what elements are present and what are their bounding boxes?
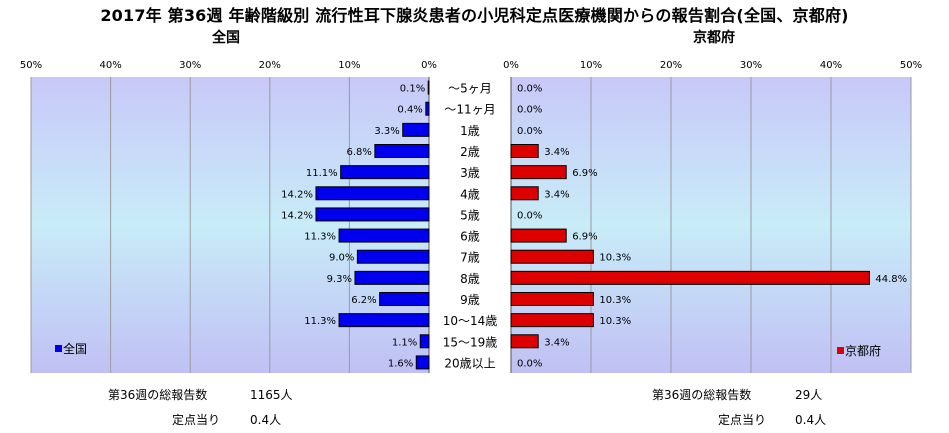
kyoto-value-label: 10.3% [599,316,631,327]
kyoto-value-label: 0.0% [517,210,542,221]
kyoto-bar [510,249,594,264]
national-value-label: 11.3% [304,316,336,327]
category-label: 9歳 [460,293,480,307]
chart-title: 2017年 第36週 年齢階級別 流行性耳下腺炎患者の小児科定点医療機関からの報… [100,6,849,25]
category-label: 4歳 [460,187,480,201]
national-value-label: 9.0% [329,253,354,264]
category-label: 5歳 [460,208,480,222]
national-value-label: 0.4% [397,105,422,116]
kyoto-total-label: 第36週の総報告数 [652,387,751,402]
national-legend-swatch [55,345,62,352]
national-value-label: 6.8% [346,147,371,158]
national-value-label: 9.3% [327,274,352,285]
national-legend-label: 全国 [63,341,87,356]
national-bar [354,270,430,285]
national-value-label: 3.3% [374,126,399,137]
national-total-label: 第36週の総報告数 [108,387,207,402]
national-per-value: 0.4人 [250,413,281,427]
national-bar [419,334,430,349]
national-tick-label: 40% [99,60,121,71]
kyoto-value-label: 10.3% [599,295,631,306]
kyoto-panel-title: 京都府 [693,30,735,46]
kyoto-bar [510,270,870,285]
national-bar [379,292,430,306]
kyoto-tick-label: 50% [900,60,922,71]
national-value-label: 1.6% [388,358,413,369]
national-tick-label: 0% [421,60,437,71]
national-bar [415,355,430,370]
kyoto-value-label: 3.4% [544,147,569,158]
kyoto-value-label: 0.0% [517,84,542,95]
kyoto-bar [510,186,539,201]
kyoto-value-label: 0.0% [517,358,542,369]
category-label: 8歳 [460,272,480,286]
national-tick-label: 30% [179,60,201,71]
category-label: ～11ヶ月 [444,103,495,117]
national-panel-title: 全国 [212,30,240,46]
category-label: 2歳 [460,145,480,159]
kyoto-value-label: 0.0% [517,105,542,116]
kyoto-tick-label: 10% [580,60,602,71]
kyoto-bar [510,228,567,243]
category-label: 20歳以上 [444,356,495,370]
national-value-label: 14.2% [281,189,313,200]
national-bar [374,144,430,158]
kyoto-value-label: 3.4% [544,337,569,348]
category-label: 7歳 [460,251,480,265]
kyoto-value-label: 0.0% [517,126,542,137]
national-tick-label: 20% [259,60,281,71]
category-label: 3歳 [460,166,480,180]
kyoto-tick-label: 40% [820,60,842,71]
national-bar [402,122,430,137]
national-bar [340,165,430,180]
kyoto-bar [510,313,594,328]
national-value-label: 11.1% [306,168,338,179]
kyoto-bar [510,334,539,349]
kyoto-value-label: 10.3% [599,253,631,264]
national-tick-label: 50% [20,60,42,71]
national-value-label: 6.2% [351,295,376,306]
category-label: 6歳 [460,230,480,244]
national-bar [315,207,430,222]
kyoto-value-label: 3.4% [544,189,569,200]
category-label: 1歳 [460,124,480,138]
national-value-label: 14.2% [281,210,313,221]
national-bar [425,101,430,116]
national-bar [338,313,430,328]
kyoto-tick-label: 30% [740,60,762,71]
kyoto-value-label: 6.9% [572,168,597,179]
national-per-label: 定点当り [172,412,220,427]
category-label: 10～14歳 [443,314,498,328]
national-bar [338,228,430,243]
category-label: 15～19歳 [443,335,498,349]
national-bar [427,80,430,95]
kyoto-bar [510,165,567,180]
national-value-label: 0.1% [400,84,425,95]
kyoto-tick-label: 0% [503,60,519,71]
kyoto-bar [510,292,594,306]
kyoto-bar [510,144,539,158]
kyoto-tick-label: 20% [660,60,682,71]
kyoto-value-label: 6.9% [572,232,597,243]
kyoto-legend-label: 京都府 [845,343,881,358]
kyoto-value-label: 44.8% [875,274,907,285]
kyoto-plot-area [511,77,911,373]
kyoto-per-value: 0.4人 [795,413,826,427]
national-value-label: 11.3% [304,232,336,243]
national-total-value: 1165人 [250,388,293,402]
national-bar [315,186,430,201]
national-value-label: 1.1% [392,337,417,348]
kyoto-legend-swatch [837,347,844,354]
kyoto-total-value: 29人 [795,388,822,402]
category-label: ～5ヶ月 [448,82,492,96]
national-tick-label: 10% [338,60,360,71]
kyoto-per-label: 定点当り [718,412,766,427]
national-plot-area [31,77,429,373]
national-bar [356,249,430,264]
